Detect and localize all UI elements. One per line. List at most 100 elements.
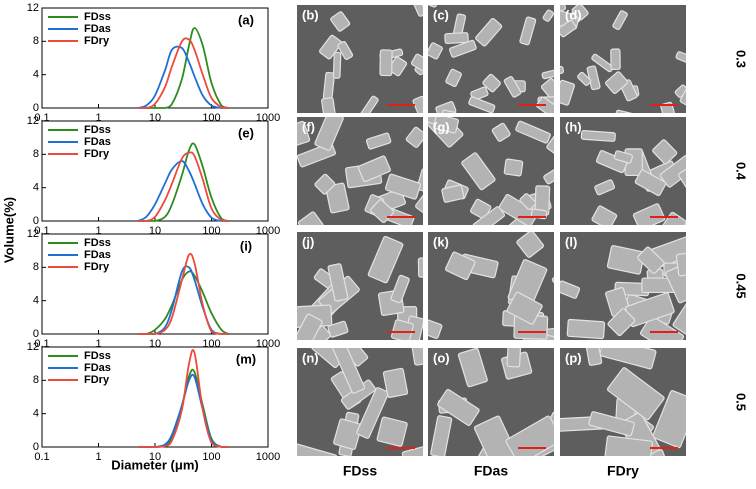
- x-tick-label: 100: [202, 338, 220, 350]
- micrograph-label: (g): [433, 119, 450, 134]
- row-label: 0.5: [734, 393, 749, 411]
- legend-label: FDss: [84, 237, 111, 249]
- crystal: [571, 5, 589, 21]
- crystal: [445, 251, 476, 281]
- panel-label: (i): [240, 238, 252, 253]
- crystal: [297, 211, 324, 225]
- crystal: [560, 19, 577, 38]
- crystal: [610, 48, 621, 71]
- crystal: [491, 122, 511, 142]
- micrograph-label: (f): [302, 119, 315, 134]
- series-line: [137, 349, 229, 448]
- crystal: [543, 159, 554, 185]
- crystal: [314, 117, 344, 151]
- crystal: [503, 75, 522, 98]
- panel-label: (a): [238, 12, 254, 27]
- crystal: [606, 367, 665, 421]
- micrograph-label: (p): [565, 350, 582, 365]
- crystal: [297, 313, 323, 340]
- crystal: [359, 95, 379, 113]
- legend-label: FDas: [84, 249, 111, 261]
- crystal: [546, 132, 554, 169]
- crystal: [516, 232, 545, 258]
- micrograph: [297, 5, 423, 113]
- crystal: [637, 246, 665, 274]
- plot-frame: [41, 233, 269, 335]
- x-tick-label: 0.1: [34, 451, 49, 463]
- crystal: [613, 150, 634, 164]
- crystal: [679, 85, 686, 108]
- crystal: [449, 39, 477, 58]
- crystal: [401, 440, 423, 456]
- micrograph-label: (n): [302, 350, 319, 365]
- series-line: [137, 373, 229, 448]
- y-tick-label: 12: [27, 115, 39, 127]
- series-line: [137, 37, 229, 109]
- crystal: [461, 152, 496, 191]
- crystal: [482, 73, 501, 93]
- crystal: [412, 5, 423, 17]
- series-line: [137, 45, 229, 109]
- crystal: [332, 51, 342, 79]
- crystal: [327, 263, 349, 302]
- micrograph: [297, 117, 423, 225]
- micrograph: [428, 117, 554, 225]
- crystal: [560, 280, 581, 299]
- crystal: [505, 415, 554, 456]
- crystal: [675, 248, 686, 277]
- y-tick-label: 4: [33, 182, 39, 194]
- crystal: [297, 120, 311, 147]
- x-axis-label: Diameter (μm): [111, 457, 198, 472]
- crystal: [356, 387, 389, 439]
- crystal: [536, 96, 554, 113]
- y-tick-label: 12: [27, 228, 39, 240]
- crystal: [660, 101, 675, 113]
- y-tick-label: 8: [33, 148, 39, 160]
- y-tick-label: 0: [33, 441, 39, 453]
- x-tick-label: 10: [149, 451, 161, 463]
- crystal: [560, 79, 576, 106]
- row-label: 0.4: [734, 162, 749, 181]
- crystal: [652, 139, 678, 165]
- crystal: [367, 235, 404, 284]
- y-tick-label: 8: [33, 374, 39, 386]
- panel-label: (m): [236, 351, 256, 366]
- micrograph: [428, 5, 554, 113]
- micrograph: [560, 117, 686, 225]
- series-line: [137, 160, 229, 222]
- micrograph: [297, 232, 423, 340]
- crystal: [506, 348, 523, 368]
- crystal: [588, 411, 635, 437]
- micrograph: [560, 232, 686, 340]
- x-tick-label: 10: [149, 112, 161, 124]
- crystal: [473, 415, 519, 456]
- crystal: [441, 184, 465, 203]
- crystal: [430, 415, 453, 456]
- crystal: [437, 388, 480, 426]
- crystal: [675, 51, 686, 69]
- y-tick-label: 12: [27, 2, 39, 14]
- legend-label: FDss: [84, 11, 111, 23]
- crystal: [639, 315, 685, 340]
- crystal: [472, 206, 506, 225]
- legend-label: FDry: [84, 35, 110, 47]
- crystal: [390, 274, 410, 304]
- crystal: [390, 319, 414, 340]
- x-tick-label: 1: [95, 112, 101, 124]
- x-tick-label: 100: [202, 451, 220, 463]
- legend-label: FDas: [84, 23, 111, 35]
- x-tick-label: 1000: [256, 451, 280, 463]
- legend-label: FDss: [84, 124, 111, 136]
- crystal: [384, 173, 422, 200]
- crystal: [560, 65, 565, 76]
- y-tick-label: 0: [33, 328, 39, 340]
- series-line: [137, 252, 229, 335]
- y-tick-label: 0: [33, 215, 39, 227]
- crystal: [379, 49, 393, 77]
- crystal: [416, 168, 423, 194]
- crystal: [327, 320, 349, 338]
- crystal: [577, 71, 592, 86]
- crystal: [475, 17, 503, 47]
